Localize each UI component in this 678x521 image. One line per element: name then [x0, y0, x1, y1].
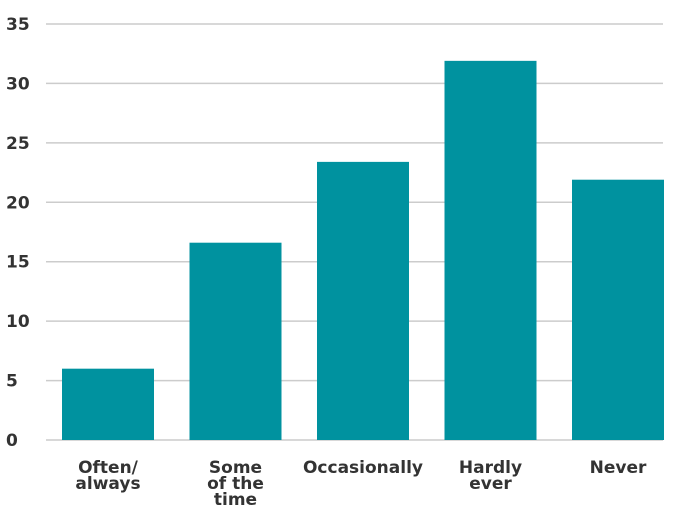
x-category-label-3: Hardly ever	[459, 458, 522, 494]
x-axis-category-labels: Often/always Some of the time Occasionally Ha…	[75, 458, 647, 510]
x-category-label-1: Some of the time	[207, 458, 264, 510]
y-tick-label-25: 25	[6, 134, 30, 154]
x-category-label-line: Never	[590, 458, 647, 478]
bar-0	[62, 368, 154, 440]
x-category-label-2: Occasionally	[303, 458, 423, 478]
x-category-label-0: Often/always	[75, 458, 140, 494]
x-category-label-line: Some	[209, 458, 262, 478]
y-tick-label-15: 15	[6, 253, 30, 273]
x-category-label-line: time	[214, 490, 257, 510]
y-tick-label-35: 35	[6, 15, 30, 35]
x-category-label-4: Never	[590, 458, 647, 478]
x-category-label-line: always	[75, 474, 140, 494]
y-tick-label-30: 30	[6, 74, 30, 94]
x-category-label-line: Hardly	[459, 458, 522, 478]
y-tick-label-5: 5	[6, 372, 18, 392]
x-category-label-line: of the	[207, 474, 264, 494]
x-category-label-line: Often/	[78, 458, 139, 478]
y-tick-label-10: 10	[6, 312, 30, 332]
bar-2	[317, 161, 409, 441]
y-tick-label-0: 0	[6, 431, 18, 451]
y-axis-tick-labels: 0 5 10 15 20 25 30 35	[6, 15, 30, 451]
bar-1	[189, 242, 282, 440]
x-category-label-line: ever	[469, 474, 512, 494]
bar-4	[572, 179, 664, 440]
bar-3	[444, 60, 537, 441]
y-tick-label-20: 20	[6, 193, 30, 213]
x-category-label-line: Occasionally	[303, 458, 423, 478]
bars	[62, 60, 664, 441]
